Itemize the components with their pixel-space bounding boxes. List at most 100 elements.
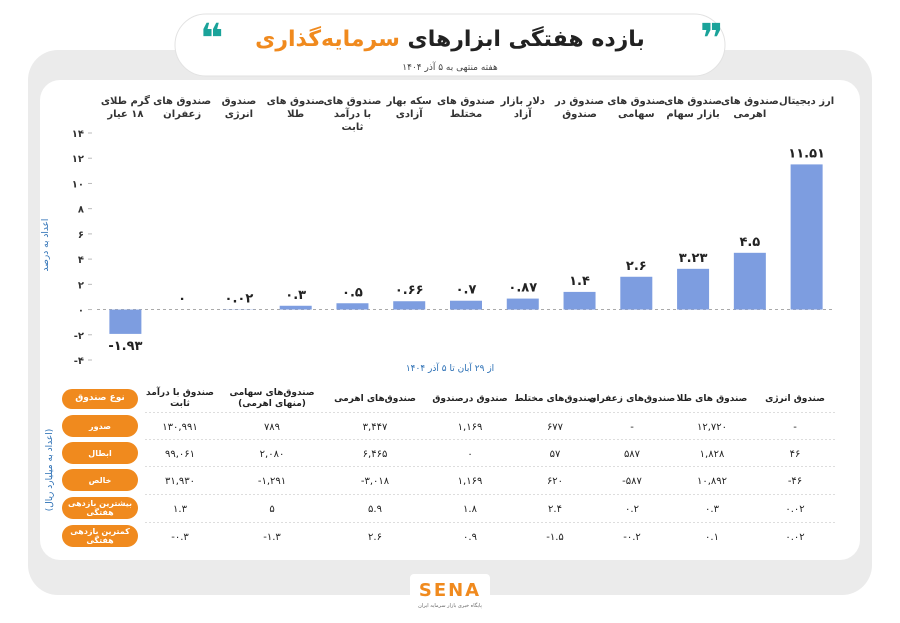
table-cell: -۱,۲۹۱ [258, 476, 286, 487]
bar [620, 276, 653, 310]
table-cell: ۵۷ [550, 449, 561, 460]
value-label: ۰.۳ [285, 288, 306, 303]
bar [790, 164, 823, 310]
row-header: بیشترین بازدهی هفتگی [68, 499, 132, 517]
y-axis-label: اعداد به درصد [41, 219, 51, 272]
row-header-pill [62, 525, 138, 547]
logo-box [410, 574, 490, 610]
value-label: ۰.۵ [342, 285, 363, 300]
category-label: صندوق های زعفران [153, 96, 212, 120]
table-cell: ۲,۰۸۰ [260, 449, 285, 460]
table-cell: ۶۲۰ [547, 476, 563, 487]
table-cell: ۱۰,۸۹۲ [697, 476, 727, 487]
column-header: صندوق‌های مختلط [514, 393, 596, 404]
table-cell: ۲.۴ [548, 504, 562, 515]
title-highlight: سرمایه‌گذاری [255, 25, 400, 52]
row-header: خالص [88, 475, 112, 485]
column-header: صندوق انرژی [765, 393, 825, 404]
logo: SENA [419, 580, 481, 601]
y-tick-label: ۸ [78, 205, 84, 216]
value-label: ۰.۶۶ [395, 283, 424, 298]
table-cell: ۱.۳ [173, 504, 188, 515]
category-label: صندوق های با درآمد ثابت [323, 96, 382, 133]
y-tick-label: ۶ [78, 230, 84, 241]
quote-mark: ❞ [700, 16, 723, 62]
column-header: صندوق درصندوق [432, 393, 508, 404]
bar [563, 291, 596, 310]
table-cell: ۱,۱۶۹ [458, 476, 483, 487]
table-cell: ۲.۶ [368, 532, 382, 543]
value-label: ۰ [178, 292, 186, 307]
table-cell: ۷۸۹ [264, 422, 280, 433]
y-tick-label: ۱۲ [72, 154, 84, 165]
row-header-pill [62, 442, 138, 464]
category-label: صندوق های بازار سهام [664, 96, 723, 120]
bar [733, 252, 766, 310]
category-label: صندوق های سهامی [607, 96, 666, 120]
inner-panel [40, 80, 860, 560]
category-label: صندوق های مختلط [436, 96, 495, 120]
category-label: صندوق در صندوق [555, 96, 605, 120]
table-cell: ۰.۲ [625, 504, 639, 515]
value-label: ۰.۷ [456, 283, 477, 298]
bar [279, 305, 312, 310]
bar [677, 268, 710, 310]
table-cell: ۶,۴۶۵ [363, 449, 388, 460]
table-cell: ۶۷۷ [547, 422, 564, 433]
bar [109, 309, 142, 334]
table-unit-label: (اعداد به میلیارد ریال) [45, 429, 55, 512]
row-header: نوع صندوق [75, 393, 125, 403]
row-header: صدور [89, 421, 111, 431]
table-cell: ۱,۱۶۹ [458, 422, 483, 433]
subtitle: هفته منتهی به ۵ آذر ۱۴۰۴ [402, 61, 498, 73]
category-label: ارز دیجیتال [779, 96, 835, 107]
table-cell: ۳,۴۴۷ [363, 422, 388, 433]
table-cell: ۱.۸ [463, 504, 478, 515]
table-cell: ۰.۰۲ [785, 532, 804, 543]
table-cell: ۴۶ [790, 449, 801, 460]
category-label: دلار بازار آزاد [500, 96, 545, 120]
bar [450, 300, 482, 310]
table-cell: ۵۸۷ [624, 449, 641, 460]
table-cell: ۱۲,۷۲۰ [697, 422, 727, 433]
bar [336, 303, 369, 310]
category-label: صندوق های طلا [266, 96, 325, 120]
chart-title: بازده هفتگی ابزارهای سرمایه‌گذاری [255, 25, 645, 52]
value-label: ۱۱.۵۱ [788, 146, 825, 161]
category-label: سکه بهار آزادی [386, 96, 432, 120]
value-label: ۱.۴ [569, 274, 590, 289]
table-cell: - [630, 422, 634, 433]
bar [393, 301, 426, 310]
value-label: ۰.۰۲ [225, 291, 254, 306]
value-label: ۰.۸۷ [508, 281, 537, 296]
title-main: بازده هفتگی ابزارهای [408, 25, 645, 52]
value-label: ۳.۲۳ [679, 251, 708, 266]
column-header: صندوق‌های سهامی (منهای اهرمی) [229, 388, 315, 409]
y-tick-label: -۴ [74, 356, 84, 367]
category-label: گرم طلای ۱۸ عیار [100, 96, 150, 120]
table-cell: ۵ [269, 504, 274, 515]
column-header: صندوق های طلا [676, 393, 748, 404]
table-cell: ۳۱,۹۳۰ [165, 476, 195, 487]
y-tick-label: ۰ [78, 306, 84, 317]
table-cell: ۱۳۰,۹۹۱ [162, 422, 197, 433]
row-header: ابطال [88, 448, 112, 458]
logo-caption: پایگاه خبری بازار سرمایه ایران [418, 602, 482, 609]
table-cell: ۰.۳ [705, 504, 720, 515]
value-label: -۱.۹۳ [108, 339, 142, 354]
row-header-pill [62, 469, 138, 491]
row-header-pill [62, 389, 138, 409]
table-cell: -۵۸۷ [622, 476, 642, 487]
table-cell: -۰.۳ [171, 532, 189, 543]
quote-mark: ❝ [200, 16, 223, 62]
value-label: ۴.۵ [739, 235, 760, 250]
table-cell: -۱.۳ [263, 532, 281, 543]
table-cell: ۰.۰۲ [785, 504, 804, 515]
x-axis-label: از ۲۹ آبان تا ۵ آذر ۱۴۰۴ [406, 362, 494, 374]
category-label: صندوق های اهرمی [720, 96, 779, 120]
column-header: صندوق با درآمد ثابت [146, 388, 214, 409]
table-cell: ۱,۸۲۸ [700, 449, 725, 460]
table-cell: ۵.۹ [368, 504, 382, 515]
row-header-pill [62, 415, 138, 437]
